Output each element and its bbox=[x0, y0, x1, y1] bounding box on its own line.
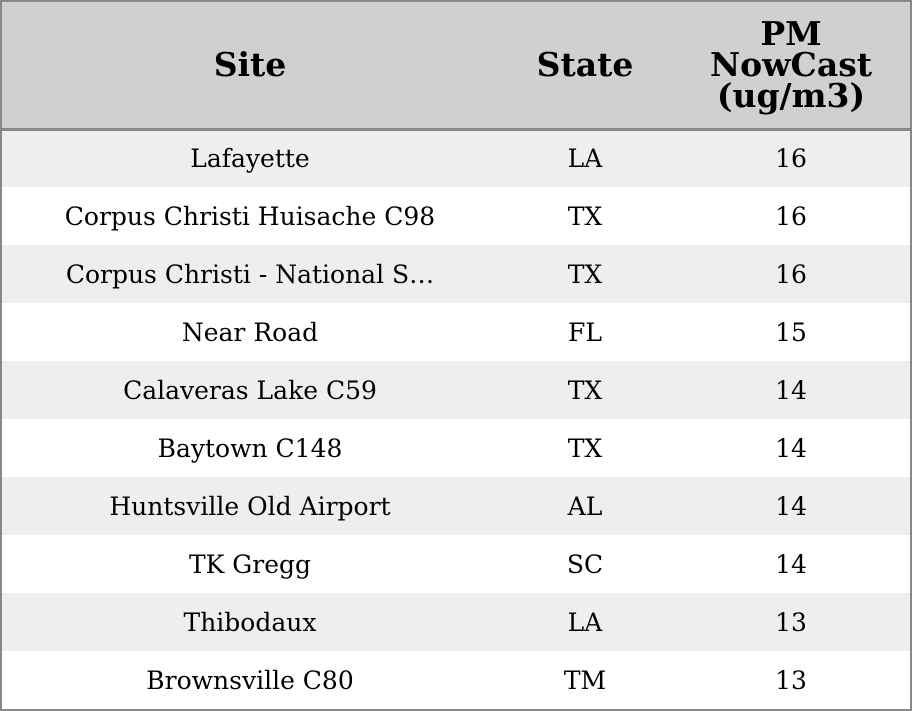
site-cell: TK Gregg bbox=[188, 549, 312, 579]
pm-value-cell: 16 bbox=[775, 144, 807, 174]
table-row: Corpus Christi Huisache C98 TX 16 bbox=[2, 187, 910, 245]
state-cell: FL bbox=[568, 317, 602, 347]
column-header-pm-line-1: PM bbox=[760, 14, 822, 54]
pm-value-cell: 15 bbox=[775, 317, 807, 347]
column-header-pm-line-2: NowCast bbox=[709, 45, 873, 85]
table-row: Near Road FL 15 bbox=[2, 303, 910, 361]
table-header: Site State PM NowCast (ug/m3) bbox=[2, 2, 910, 131]
pm-value-cell: 14 bbox=[775, 375, 807, 405]
site-cell: Brownsville C80 bbox=[146, 665, 354, 695]
column-header-pm-nowcast[interactable]: PM NowCast (ug/m3) bbox=[672, 2, 910, 131]
state-cell: LA bbox=[567, 607, 603, 637]
table-row: Baytown C148 TX 14 bbox=[2, 419, 910, 477]
pm-value-cell: 14 bbox=[775, 491, 807, 521]
site-cell: Baytown C148 bbox=[157, 433, 343, 463]
state-cell: TX bbox=[567, 201, 603, 231]
site-cell: Corpus Christi - National S… bbox=[65, 259, 435, 289]
state-cell: TM bbox=[563, 665, 607, 695]
pm-value-cell: 16 bbox=[775, 259, 807, 289]
pm-value-cell: 14 bbox=[775, 549, 807, 579]
table-row: Calaveras Lake C59 TX 14 bbox=[2, 361, 910, 419]
table-row: Corpus Christi - National S… TX 16 bbox=[2, 245, 910, 303]
table-row: Brownsville C80 TM 13 bbox=[2, 651, 910, 709]
table-row: Huntsville Old Airport AL 14 bbox=[2, 477, 910, 535]
header-row: Site State PM NowCast (ug/m3) bbox=[2, 2, 910, 131]
table-body: Lafayette LA 16 Corpus Christi Huisache … bbox=[2, 129, 910, 709]
site-cell: Calaveras Lake C59 bbox=[123, 375, 377, 405]
state-cell: TX bbox=[567, 259, 603, 289]
column-header-site[interactable]: Site bbox=[2, 2, 498, 131]
pm-value-cell: 13 bbox=[775, 665, 807, 695]
pm-value-cell: 14 bbox=[775, 433, 807, 463]
column-header-pm-line-3: (ug/m3) bbox=[716, 76, 866, 116]
pm-value-cell: 13 bbox=[775, 607, 807, 637]
site-cell: Huntsville Old Airport bbox=[109, 491, 391, 521]
table-row: Lafayette LA 16 bbox=[2, 129, 910, 187]
state-cell: SC bbox=[566, 549, 604, 579]
site-cell: Thibodaux bbox=[183, 607, 317, 637]
table-row: Thibodaux LA 13 bbox=[2, 593, 910, 651]
site-cell: Lafayette bbox=[190, 144, 310, 174]
site-cell: Near Road bbox=[181, 317, 319, 347]
state-cell: TX bbox=[567, 375, 603, 405]
site-cell: Corpus Christi Huisache C98 bbox=[64, 201, 436, 231]
table-row: TK Gregg SC 14 bbox=[2, 535, 910, 593]
column-header-state[interactable]: State bbox=[498, 2, 672, 131]
state-cell: AL bbox=[567, 491, 603, 521]
pm-value-cell: 16 bbox=[775, 201, 807, 231]
state-cell: LA bbox=[567, 144, 603, 174]
state-cell: TX bbox=[567, 433, 603, 463]
